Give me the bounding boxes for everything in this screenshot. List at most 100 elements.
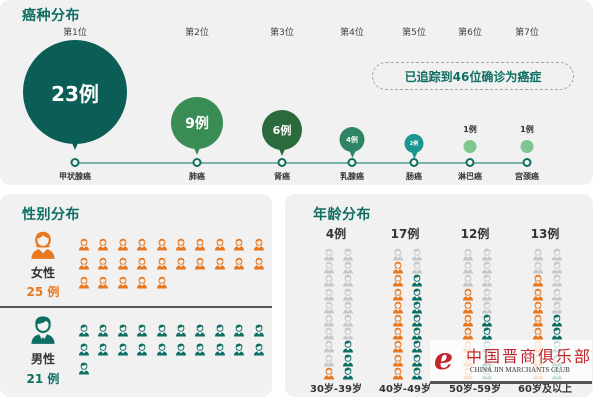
- female-person-icon: [462, 288, 474, 301]
- bubble-thyroid: 23例: [23, 40, 127, 144]
- female-person-icon: [532, 288, 544, 301]
- male-person-icon: [481, 314, 493, 327]
- female-person-icon: [392, 340, 404, 353]
- cancer-type-label: 宫颈癌: [515, 172, 539, 181]
- female-person-icon: [253, 238, 265, 251]
- male-person-icon: [481, 288, 493, 301]
- age-group-label: 30岁-39岁: [310, 384, 362, 395]
- male-person-icon: [481, 301, 493, 314]
- female-person-icon: [136, 238, 148, 251]
- timeline-node: [409, 158, 419, 167]
- male-person-icon: [411, 327, 423, 340]
- female-person-icon: [136, 257, 148, 270]
- female-person-icon: [97, 276, 109, 289]
- male-person-icon: [481, 274, 493, 287]
- female-person-icon: [462, 327, 474, 340]
- male-person-icon: [253, 324, 265, 337]
- timeline-node: [465, 158, 475, 167]
- gender-divider: [0, 306, 272, 308]
- timeline-node: [192, 158, 202, 167]
- female-person-icon: [392, 248, 404, 261]
- male-person-icon: [342, 261, 354, 274]
- male-person-icon: [194, 343, 206, 356]
- female-person-icon: [323, 288, 335, 301]
- age-column-40-49: [392, 248, 432, 380]
- female-person-icon: [532, 301, 544, 314]
- rank-label: 第4位: [340, 28, 364, 38]
- male-person-icon: [342, 248, 354, 261]
- female-person-icon: [323, 327, 335, 340]
- female-person-icon: [532, 248, 544, 261]
- watermark-english-text: CHINA JIN MARCHANTS CLUB: [470, 366, 570, 374]
- female-person-icon: [532, 327, 544, 340]
- male-count: 21 例: [26, 372, 60, 386]
- cancer-section-title: 癌种分布: [22, 8, 80, 24]
- female-person-icon: [323, 314, 335, 327]
- bubble-count: 2例: [409, 141, 419, 147]
- female-person-icon: [194, 238, 206, 251]
- rank-label: 第6位: [458, 28, 482, 38]
- male-person-icon: [97, 343, 109, 356]
- rank-label: 第1位: [63, 28, 87, 38]
- female-person-icon: [392, 274, 404, 287]
- male-person-icon: [342, 274, 354, 287]
- male-person-icon: [551, 301, 563, 314]
- female-person-icon: [78, 238, 90, 251]
- female-person-icon: [194, 257, 206, 270]
- male-person-icon: [136, 324, 148, 337]
- bubble-breast: 4例: [339, 127, 365, 152]
- male-person-icon: [175, 343, 187, 356]
- bubble-lymphoma: [463, 140, 477, 153]
- gender-section-title: 性别分布: [22, 207, 80, 223]
- female-person-icon: [78, 257, 90, 270]
- male-icon-grid: [78, 324, 272, 381]
- female-person-icon: [392, 327, 404, 340]
- female-person-icon: [392, 314, 404, 327]
- female-person-icon: [233, 257, 245, 270]
- female-person-icon: [323, 367, 335, 380]
- female-person-icon: [323, 261, 335, 274]
- rank-label: 第7位: [515, 28, 539, 38]
- female-person-icon: [462, 274, 474, 287]
- male-person-icon: [97, 324, 109, 337]
- male-label: 男性: [30, 352, 56, 366]
- timeline-axis: [74, 162, 529, 164]
- male-person-icon: [342, 288, 354, 301]
- male-person-icon: [551, 327, 563, 340]
- male-person-icon: [117, 343, 129, 356]
- female-person-icon: [156, 257, 168, 270]
- male-person-icon: [411, 274, 423, 287]
- watermark-bar: [430, 381, 592, 384]
- female-person-icon: [462, 248, 474, 261]
- female-person-icon: [323, 274, 335, 287]
- male-person-icon: [342, 327, 354, 340]
- male-person-icon: [117, 324, 129, 337]
- female-label: 女性: [30, 266, 56, 280]
- female-person-icon: [117, 276, 129, 289]
- bubble-cervical: [520, 140, 534, 153]
- rank-label: 第3位: [270, 28, 294, 38]
- female-person-icon: [175, 257, 187, 270]
- male-person-icon: [78, 324, 90, 337]
- rank-label: 第5位: [402, 28, 426, 38]
- male-person-icon: [156, 343, 168, 356]
- male-person-icon: [175, 324, 187, 337]
- watermark-logo-icon: e: [434, 342, 454, 377]
- female-person-icon: [323, 354, 335, 367]
- age-group-label: 60岁及以上: [518, 384, 572, 395]
- female-count: 25 例: [26, 285, 60, 299]
- female-person-icon: [532, 261, 544, 274]
- male-person-icon: [194, 324, 206, 337]
- age-group-count: 17例: [390, 227, 420, 241]
- timeline-node: [70, 158, 80, 167]
- female-person-icon: [392, 288, 404, 301]
- female-person-icon: [97, 238, 109, 251]
- male-person-icon: [214, 324, 226, 337]
- male-person-icon: [551, 314, 563, 327]
- age-group-count: 12例: [460, 227, 490, 241]
- tracked-total-badge: 已追踪到46位确诊为癌症: [372, 62, 574, 90]
- cancer-type-label: 肠癌: [406, 172, 422, 181]
- male-person-icon: [551, 274, 563, 287]
- female-person-icon: [392, 354, 404, 367]
- male-person-icon: [342, 367, 354, 380]
